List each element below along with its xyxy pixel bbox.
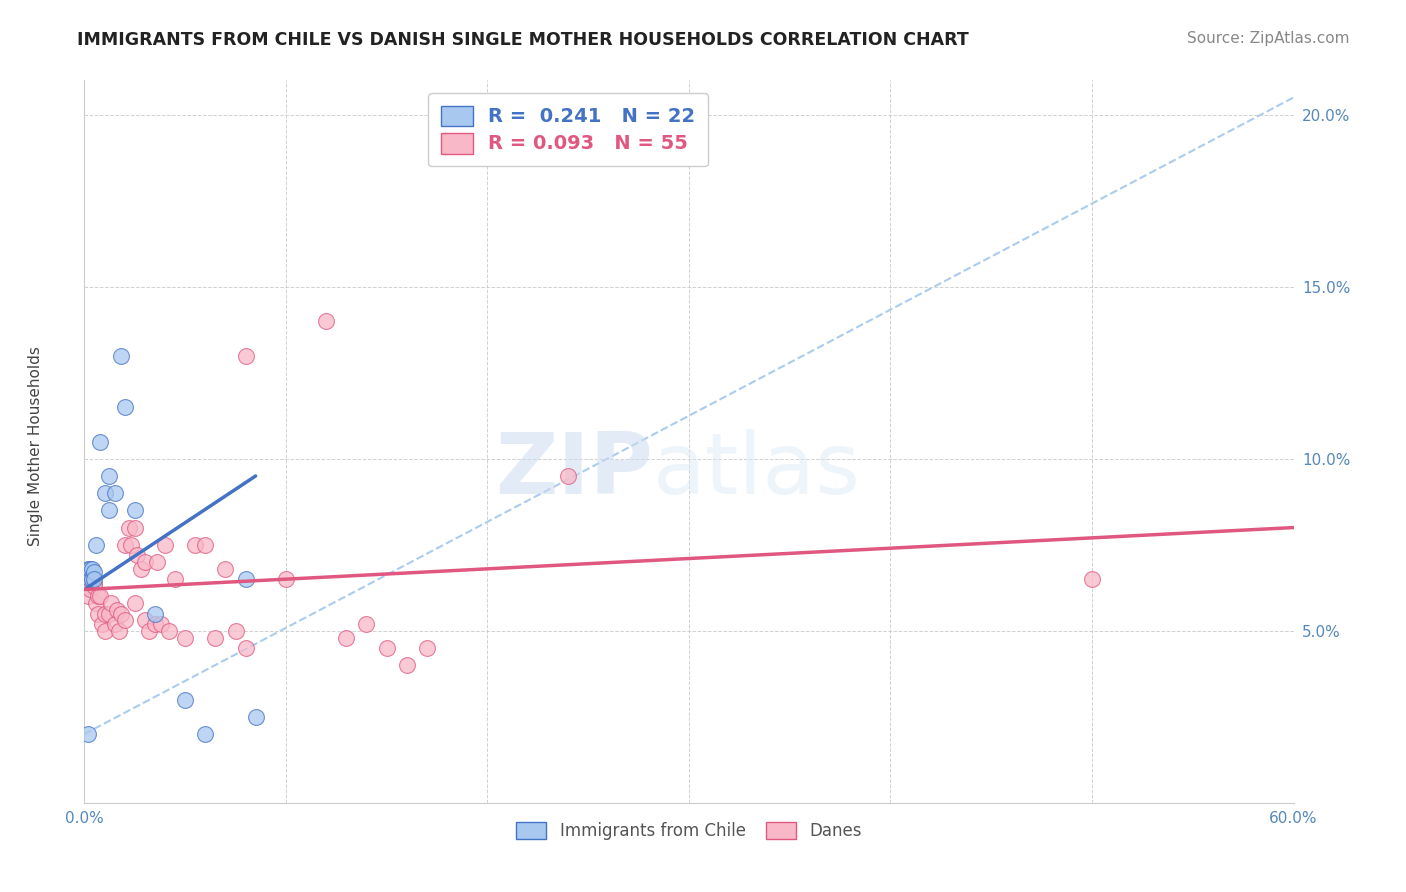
Point	[87, 590, 110, 604]
Point	[174, 692, 197, 706]
Point	[165, 572, 187, 586]
Text: IMMIGRANTS FROM CHILE VS DANISH SINGLE MOTHER HOUSEHOLDS CORRELATION CHART: IMMIGRANTS FROM CHILE VS DANISH SINGLE M…	[77, 31, 969, 49]
Point	[125, 548, 148, 562]
Point	[557, 469, 579, 483]
Point	[82, 572, 104, 586]
Text: atlas: atlas	[652, 429, 860, 512]
Point	[416, 640, 439, 655]
Point	[93, 624, 115, 638]
Point	[335, 631, 357, 645]
Point	[93, 607, 115, 621]
Point	[89, 590, 111, 604]
Point	[89, 434, 111, 449]
Point	[146, 555, 169, 569]
Point	[395, 658, 418, 673]
Text: ZIP: ZIP	[495, 429, 652, 512]
Point	[79, 562, 101, 576]
Point	[184, 538, 207, 552]
Legend: Immigrants from Chile, Danes: Immigrants from Chile, Danes	[508, 814, 870, 848]
Point	[110, 607, 132, 621]
Point	[77, 727, 100, 741]
Point	[86, 538, 108, 552]
Point	[235, 572, 257, 586]
Point	[235, 640, 257, 655]
Point	[105, 603, 128, 617]
Point	[194, 727, 217, 741]
Point	[129, 562, 152, 576]
Point	[157, 624, 180, 638]
Point	[315, 314, 337, 328]
Point	[77, 579, 100, 593]
Point	[83, 579, 105, 593]
Point	[149, 616, 172, 631]
Point	[214, 562, 236, 576]
Point	[82, 572, 104, 586]
Point	[77, 590, 100, 604]
Point	[104, 616, 127, 631]
Point	[245, 710, 267, 724]
Point	[124, 596, 146, 610]
Text: Single Mother Households: Single Mother Households	[28, 346, 42, 546]
Point	[134, 555, 156, 569]
Text: Source: ZipAtlas.com: Source: ZipAtlas.com	[1187, 31, 1350, 46]
Point	[138, 624, 160, 638]
Point	[204, 631, 226, 645]
Point	[120, 538, 142, 552]
Point	[143, 607, 166, 621]
Point	[124, 520, 146, 534]
Point	[83, 566, 105, 580]
Point	[235, 349, 257, 363]
Point	[114, 400, 136, 414]
Point	[97, 503, 120, 517]
Point	[114, 538, 136, 552]
Point	[83, 575, 105, 590]
Point	[124, 503, 146, 517]
Point	[82, 562, 104, 576]
Point	[79, 582, 101, 597]
Point	[174, 631, 197, 645]
Point	[97, 469, 120, 483]
Point	[107, 624, 129, 638]
Point	[114, 614, 136, 628]
Point	[110, 349, 132, 363]
Point	[79, 572, 101, 586]
Point	[77, 562, 100, 576]
Point	[97, 607, 120, 621]
Point	[194, 538, 217, 552]
Point	[104, 486, 127, 500]
Point	[134, 614, 156, 628]
Point	[274, 572, 297, 586]
Point	[375, 640, 398, 655]
Point	[153, 538, 176, 552]
Point	[91, 616, 114, 631]
Point	[93, 486, 115, 500]
Point	[143, 616, 166, 631]
Point	[86, 596, 108, 610]
Point	[225, 624, 247, 638]
Point	[1081, 572, 1104, 586]
Point	[118, 520, 141, 534]
Point	[356, 616, 378, 631]
Point	[79, 572, 101, 586]
Point	[87, 607, 110, 621]
Point	[75, 572, 97, 586]
Point	[100, 596, 122, 610]
Point	[83, 572, 105, 586]
